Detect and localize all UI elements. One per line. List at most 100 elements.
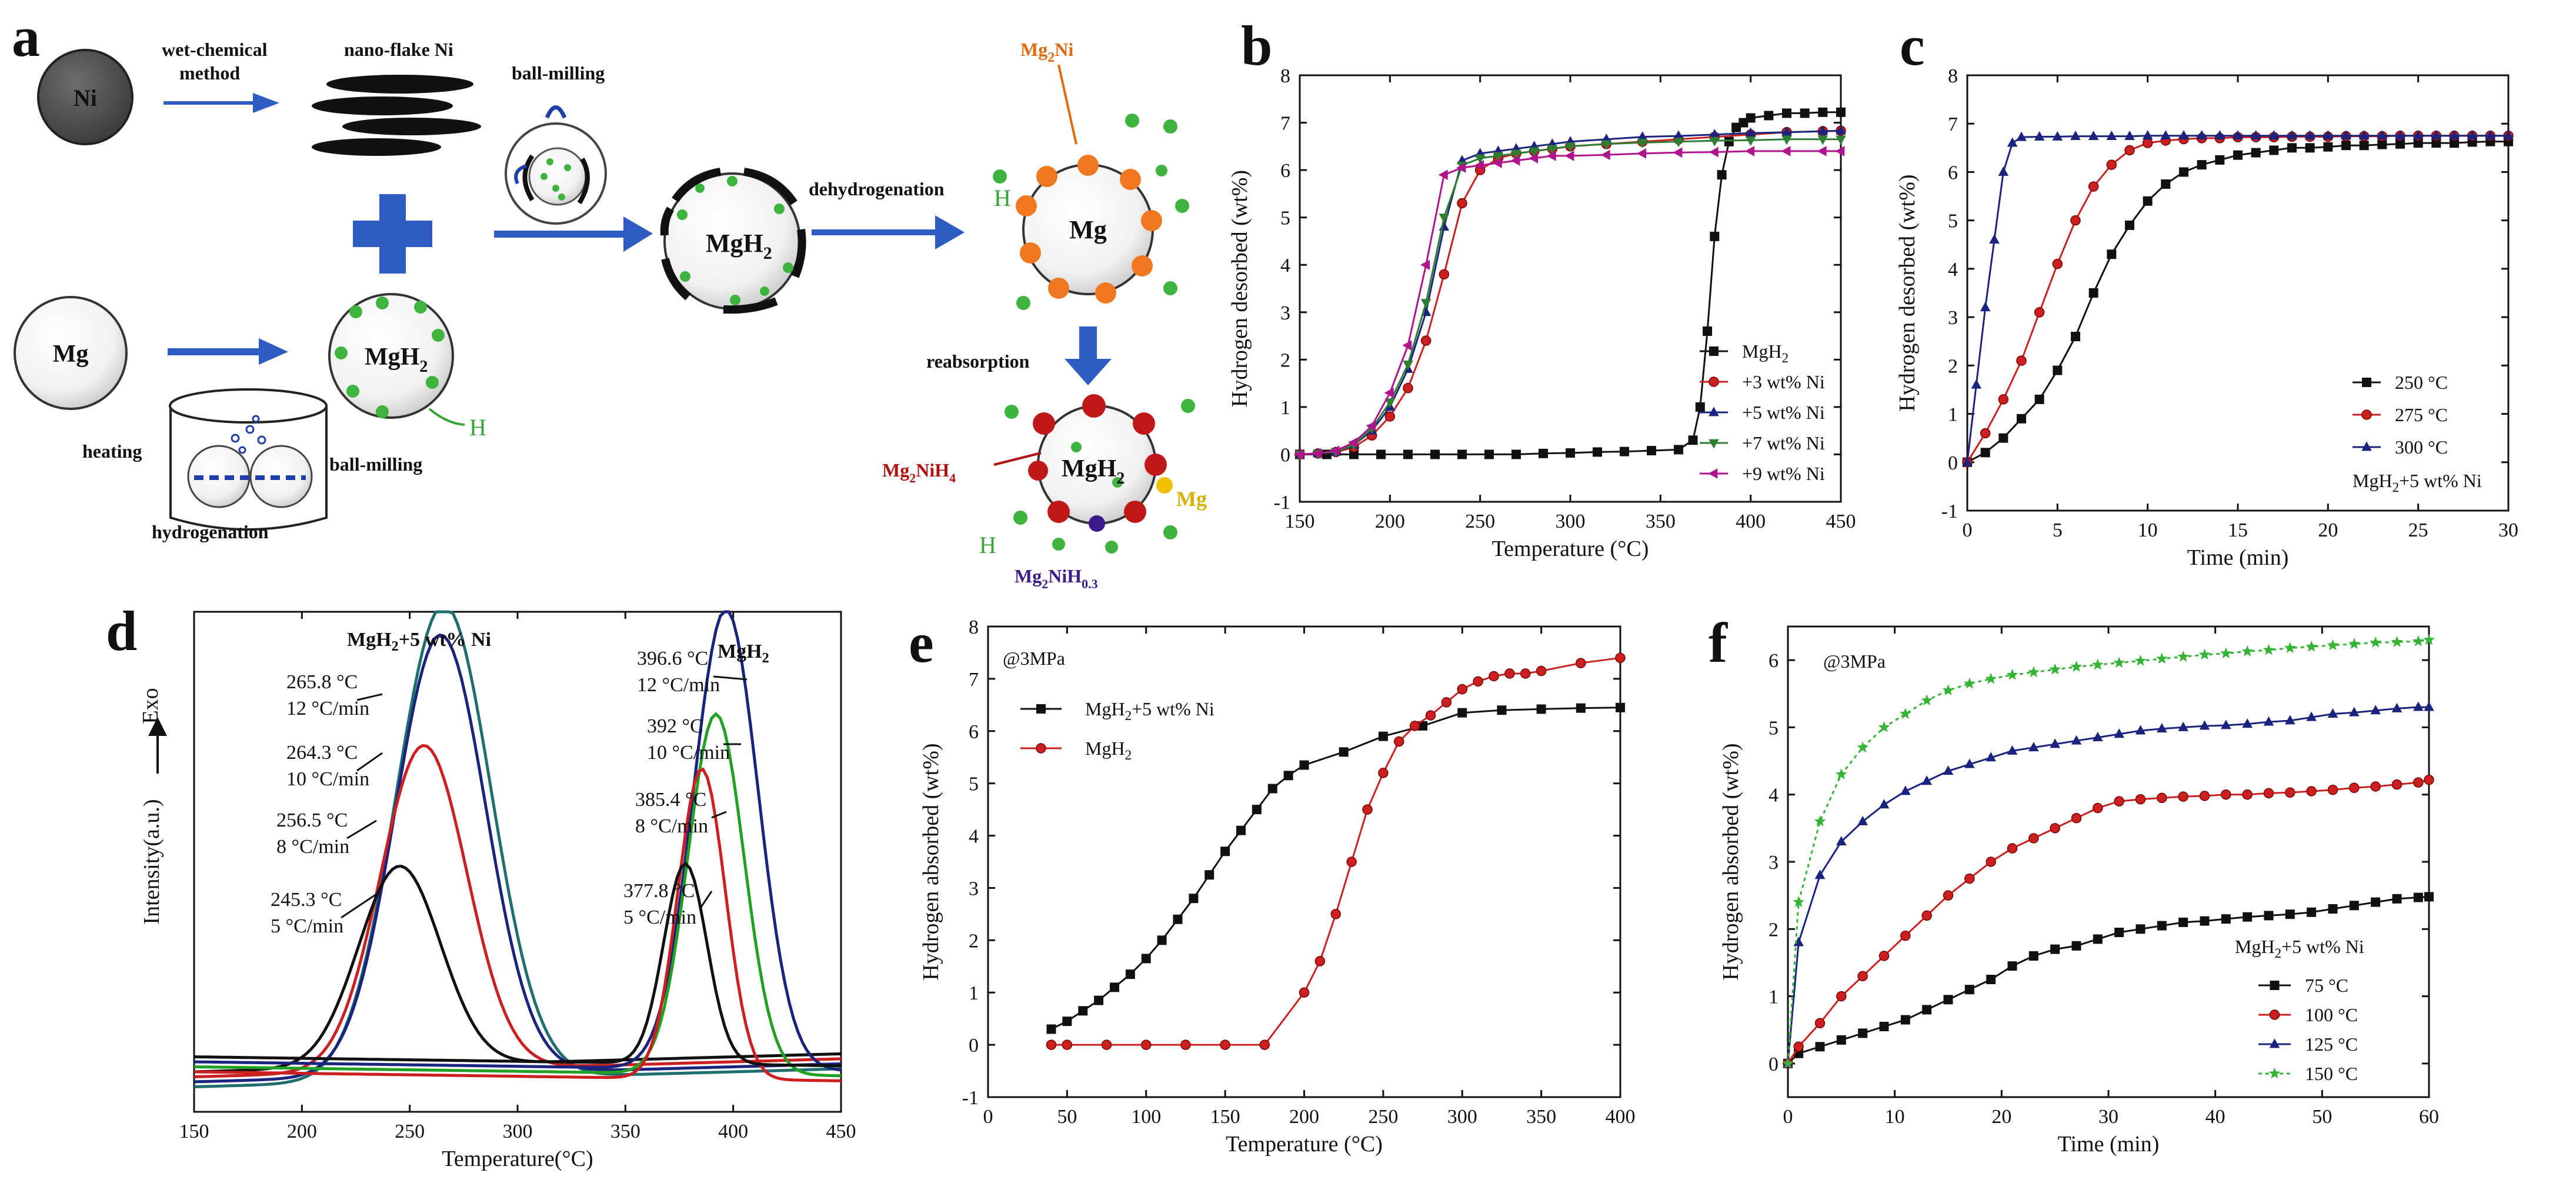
peak-pointer — [346, 819, 377, 839]
data-point — [1857, 741, 1869, 753]
y-axis-label: Hydrogen absorbed (wt%) — [919, 743, 943, 980]
data-point — [1497, 705, 1507, 715]
data-point — [2091, 658, 2104, 670]
data-point — [1314, 956, 1326, 967]
legend-label: +5 wt% Ni — [1742, 402, 1825, 423]
data-point — [1484, 449, 1494, 459]
data-point — [2327, 708, 2338, 718]
mgh2-center-label: MgH2 — [706, 229, 772, 263]
reabsorption-label: reabsorption — [926, 351, 1030, 372]
peak-annotation: 377.8 °C 5 °C/min — [623, 880, 713, 928]
legend-entry: 300 °C — [2353, 436, 2448, 458]
data-point — [1110, 982, 1119, 992]
legend-marker — [2269, 1038, 2280, 1048]
peak-annotation: 392 °C 10 °C/min — [647, 715, 741, 764]
data-point — [1964, 873, 1975, 884]
legend-label: MgH2+5 wt% Ni — [1085, 698, 1214, 723]
data-point — [2250, 130, 2261, 140]
data-point — [1980, 448, 1990, 458]
dsc-curve — [193, 712, 842, 1078]
data-point — [2178, 917, 2188, 927]
x-tick-label: 300 — [1556, 511, 1586, 532]
panel-letter-f: f — [1709, 611, 1728, 674]
x-tick-label: 10 — [2138, 519, 2158, 541]
arrow-dehydrogenation — [812, 215, 965, 249]
data-point — [2196, 130, 2207, 140]
data-point — [2431, 138, 2441, 148]
data-point — [2134, 654, 2147, 666]
data-point — [1703, 326, 1713, 336]
data-point — [1576, 703, 1586, 713]
data-point — [1346, 857, 1357, 867]
data-point — [2198, 648, 2211, 660]
y-tick-label: 7 — [969, 669, 979, 691]
peak-annotation: 385.4 °C 8 °C/min — [635, 789, 727, 837]
data-point — [1062, 1039, 1073, 1050]
data-point — [1637, 148, 1647, 159]
data-point — [2007, 745, 2018, 755]
data-point — [2215, 155, 2225, 165]
data-point — [2431, 130, 2442, 140]
data-point — [1717, 170, 1727, 180]
legend-marker — [1709, 406, 1719, 416]
data-point — [2114, 728, 2124, 738]
ball-milling-top-label: ball-milling — [512, 62, 605, 84]
y-tick-label: 0 — [1769, 1054, 1778, 1075]
data-point — [2070, 131, 2081, 140]
data-point — [2093, 802, 2103, 814]
data-point — [1998, 433, 2008, 443]
data-point — [2106, 131, 2117, 140]
data-point — [2370, 637, 2382, 648]
data-point — [2413, 138, 2423, 148]
data-point — [2233, 150, 2243, 160]
series-line — [1787, 706, 2429, 1064]
legend-entry: 125 °C — [2258, 1034, 2358, 1055]
data-point — [2391, 635, 2403, 647]
data-point — [2157, 921, 2167, 931]
data-point — [1942, 684, 1954, 695]
legend-entry: 75 °C — [2258, 975, 2348, 996]
x-tick-label: 100 — [1131, 1106, 1161, 1128]
data-point — [1782, 108, 1791, 118]
x-tick-label: 450 — [826, 1121, 856, 1142]
mg2ni-pointer — [1057, 64, 1077, 145]
data-point — [1900, 1015, 1910, 1025]
x-tick-label: 40 — [2205, 1106, 2225, 1128]
legend-entry: 275 °C — [2353, 404, 2448, 425]
data-point — [2017, 414, 2026, 424]
data-point — [1378, 731, 1388, 741]
h-left-label: H — [469, 414, 486, 441]
series-75-c — [1783, 892, 2434, 1068]
peak-temp-label: 256.5 °C — [276, 809, 348, 831]
x-tick-label: 60 — [2419, 1106, 2439, 1128]
x-tick-label: 200 — [1375, 511, 1405, 532]
legend-label: MgH2 — [1742, 341, 1788, 365]
chart-b-desorption-temperature: 150 200 250 300 350 400 450 -1 0 1 2 3 4 5 6 7 8 Temperat… — [1227, 65, 1856, 561]
data-point — [1046, 1039, 1057, 1050]
chart-c-annotation: MgH2+5 wt% Ni — [2353, 470, 2482, 495]
heating-label: heating — [82, 441, 142, 462]
panel-letter-c: c — [1900, 14, 1925, 77]
peak-pointer — [699, 891, 713, 909]
legend-marker — [2362, 378, 2371, 387]
data-point — [1420, 299, 1432, 309]
data-point — [2199, 791, 2210, 801]
data-point — [1180, 1039, 1191, 1050]
x-tick-label: 15 — [2228, 519, 2248, 541]
data-point — [1384, 387, 1394, 398]
y-tick-label: 1 — [1280, 397, 1290, 419]
data-point — [1593, 447, 1602, 457]
data-point — [1409, 721, 1420, 731]
series-250-c — [1963, 136, 2513, 467]
peak-temp-label: 396.6 °C — [637, 648, 708, 669]
ball-mill-icon — [505, 105, 607, 225]
legend-label: +9 wt% Ni — [1742, 463, 1825, 484]
legend-marker — [2361, 441, 2372, 451]
data-point — [2413, 892, 2423, 902]
h-top-label: H — [994, 185, 1011, 211]
data-point — [2307, 907, 2317, 917]
data-point — [1493, 152, 1504, 162]
data-point — [2423, 634, 2435, 645]
data-point — [1511, 149, 1521, 159]
